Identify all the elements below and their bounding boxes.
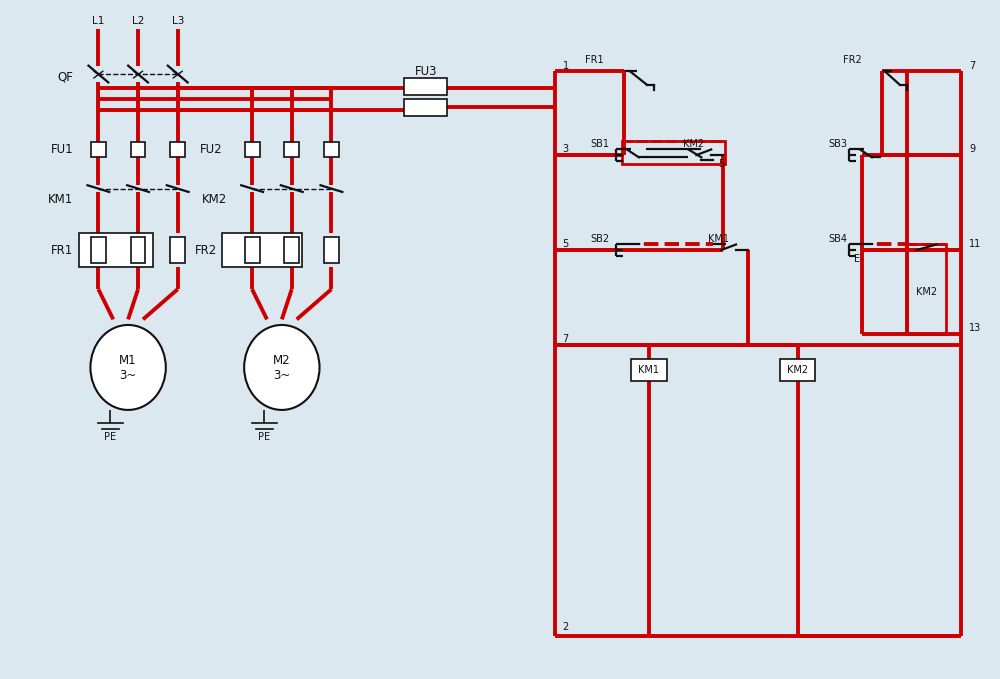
Text: FR2: FR2 — [843, 55, 862, 65]
Circle shape — [244, 325, 320, 410]
Text: E-: E- — [854, 254, 864, 264]
Bar — [284, 237, 299, 263]
Text: FU1: FU1 — [51, 143, 74, 156]
Text: 3~: 3~ — [120, 369, 137, 382]
Bar — [245, 237, 260, 263]
Text: PE: PE — [104, 432, 116, 442]
Text: FU3: FU3 — [414, 65, 437, 77]
Bar — [631, 359, 667, 381]
Text: FU2: FU2 — [200, 143, 222, 156]
Text: 1: 1 — [562, 60, 569, 71]
Text: KM1: KM1 — [48, 194, 74, 206]
Text: L1: L1 — [92, 16, 105, 26]
Bar — [404, 99, 447, 116]
Bar — [91, 142, 106, 157]
Text: KM1: KM1 — [708, 234, 729, 244]
Text: KM2: KM2 — [683, 139, 704, 149]
Text: KM2: KM2 — [916, 287, 937, 297]
Text: FR1: FR1 — [51, 244, 74, 257]
Text: KM2: KM2 — [202, 194, 227, 206]
Bar — [284, 142, 299, 157]
Text: FR2: FR2 — [195, 244, 217, 257]
Text: 13: 13 — [969, 323, 981, 333]
Bar — [324, 237, 339, 263]
Bar — [622, 141, 725, 164]
Bar — [780, 359, 815, 381]
Bar — [222, 234, 302, 267]
Bar — [324, 142, 339, 157]
Text: 5: 5 — [562, 240, 569, 249]
Text: SB1: SB1 — [590, 139, 609, 149]
Text: FR1: FR1 — [586, 55, 604, 65]
Bar — [91, 237, 106, 263]
Text: 3~: 3~ — [273, 369, 290, 382]
Text: SB3: SB3 — [828, 139, 847, 149]
Text: 7: 7 — [562, 335, 569, 344]
Text: 11: 11 — [969, 240, 981, 249]
Bar — [131, 237, 145, 263]
Text: QF: QF — [58, 71, 74, 84]
Bar — [245, 142, 260, 157]
Bar — [907, 244, 946, 334]
Text: 3: 3 — [562, 145, 569, 155]
Text: L3: L3 — [172, 16, 184, 26]
Text: 5: 5 — [718, 159, 724, 169]
Text: 2: 2 — [562, 622, 569, 631]
Text: KM1: KM1 — [638, 365, 659, 375]
Text: KM2: KM2 — [787, 365, 808, 375]
Text: L2: L2 — [132, 16, 144, 26]
Text: M2: M2 — [273, 354, 291, 367]
Text: 7: 7 — [969, 60, 975, 71]
Text: 9: 9 — [969, 145, 975, 155]
Bar — [131, 142, 145, 157]
Bar — [404, 78, 447, 94]
Text: PE: PE — [258, 432, 270, 442]
Bar — [79, 234, 153, 267]
Text: SB2: SB2 — [590, 234, 609, 244]
Text: M1: M1 — [119, 354, 137, 367]
Bar — [170, 237, 185, 263]
Circle shape — [90, 325, 166, 410]
Text: SB4: SB4 — [828, 234, 847, 244]
Bar — [170, 142, 185, 157]
